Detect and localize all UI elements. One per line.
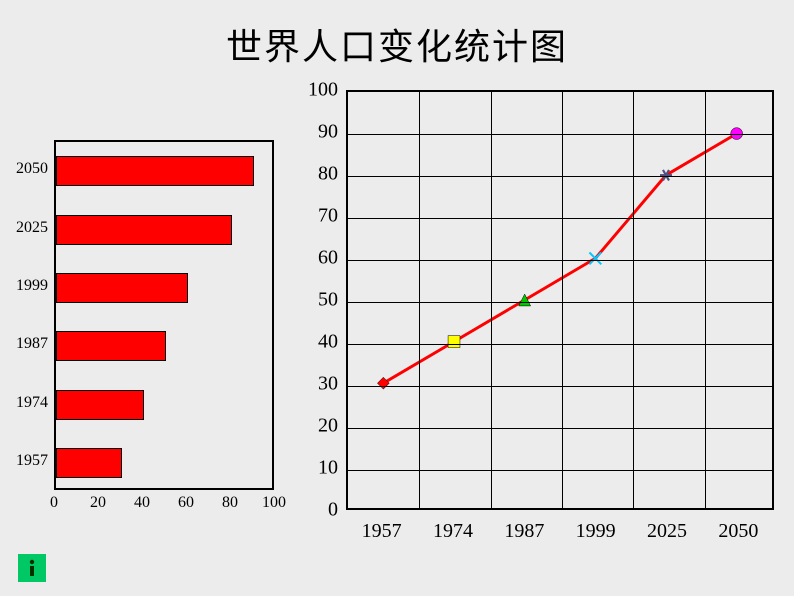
bar-x-label: 0 (50, 494, 58, 512)
line-y-label: 0 (328, 499, 338, 522)
line-x-label: 2025 (647, 520, 687, 543)
bar-y-axis-labels: 2050 2025 1999 1987 1974 1957 (10, 140, 52, 490)
line-x-label: 1957 (362, 520, 402, 543)
line-y-label: 20 (318, 415, 338, 438)
bar (56, 215, 232, 245)
bar-y-label: 2050 (16, 160, 48, 178)
line-plot-area (346, 90, 774, 510)
bar (56, 390, 144, 420)
line-y-label: 100 (308, 79, 338, 102)
bar-y-label: 1974 (16, 394, 48, 412)
line-x-label: 1987 (504, 520, 544, 543)
line-marker (448, 336, 460, 348)
line-y-label: 60 (318, 247, 338, 270)
line-y-label: 10 (318, 457, 338, 480)
bar-x-label: 20 (90, 494, 106, 512)
line-svg (348, 92, 772, 508)
page-title: 世界人口变化统计图 (0, 0, 794, 70)
line-y-label: 80 (318, 163, 338, 186)
bar-x-label: 80 (222, 494, 238, 512)
bar (56, 156, 254, 186)
bar (56, 331, 166, 361)
bar (56, 273, 188, 303)
line-y-label: 70 (318, 205, 338, 228)
bar-plot-area (54, 140, 274, 490)
line-x-label: 1999 (576, 520, 616, 543)
line-y-label: 50 (318, 289, 338, 312)
bar-x-label: 60 (178, 494, 194, 512)
line-marker (589, 252, 601, 264)
line-y-label: 40 (318, 331, 338, 354)
bar (56, 448, 122, 478)
bar-y-label: 1987 (16, 335, 48, 353)
bar-y-label: 2025 (16, 219, 48, 237)
info-icon[interactable] (18, 554, 46, 582)
line-y-label: 30 (318, 373, 338, 396)
line-x-label: 1974 (433, 520, 473, 543)
charts-container: 205020251999198719741957 020406080100 01… (10, 90, 788, 570)
line-chart: 0102030405060708090100 19571974198719992… (298, 90, 788, 570)
bar-chart: 2050 2025 1999 1987 1974 1957 0 20 40 60 80 100 (10, 90, 290, 540)
line-y-label: 90 (318, 121, 338, 144)
bar-x-label: 100 (262, 494, 286, 512)
bar-y-label: 1957 (16, 452, 48, 470)
bar-y-label: 1999 (16, 277, 48, 295)
line-y-axis-labels: 0102030405060708090100 (298, 90, 344, 510)
bar-x-label: 40 (134, 494, 150, 512)
line-x-label: 2050 (718, 520, 758, 543)
